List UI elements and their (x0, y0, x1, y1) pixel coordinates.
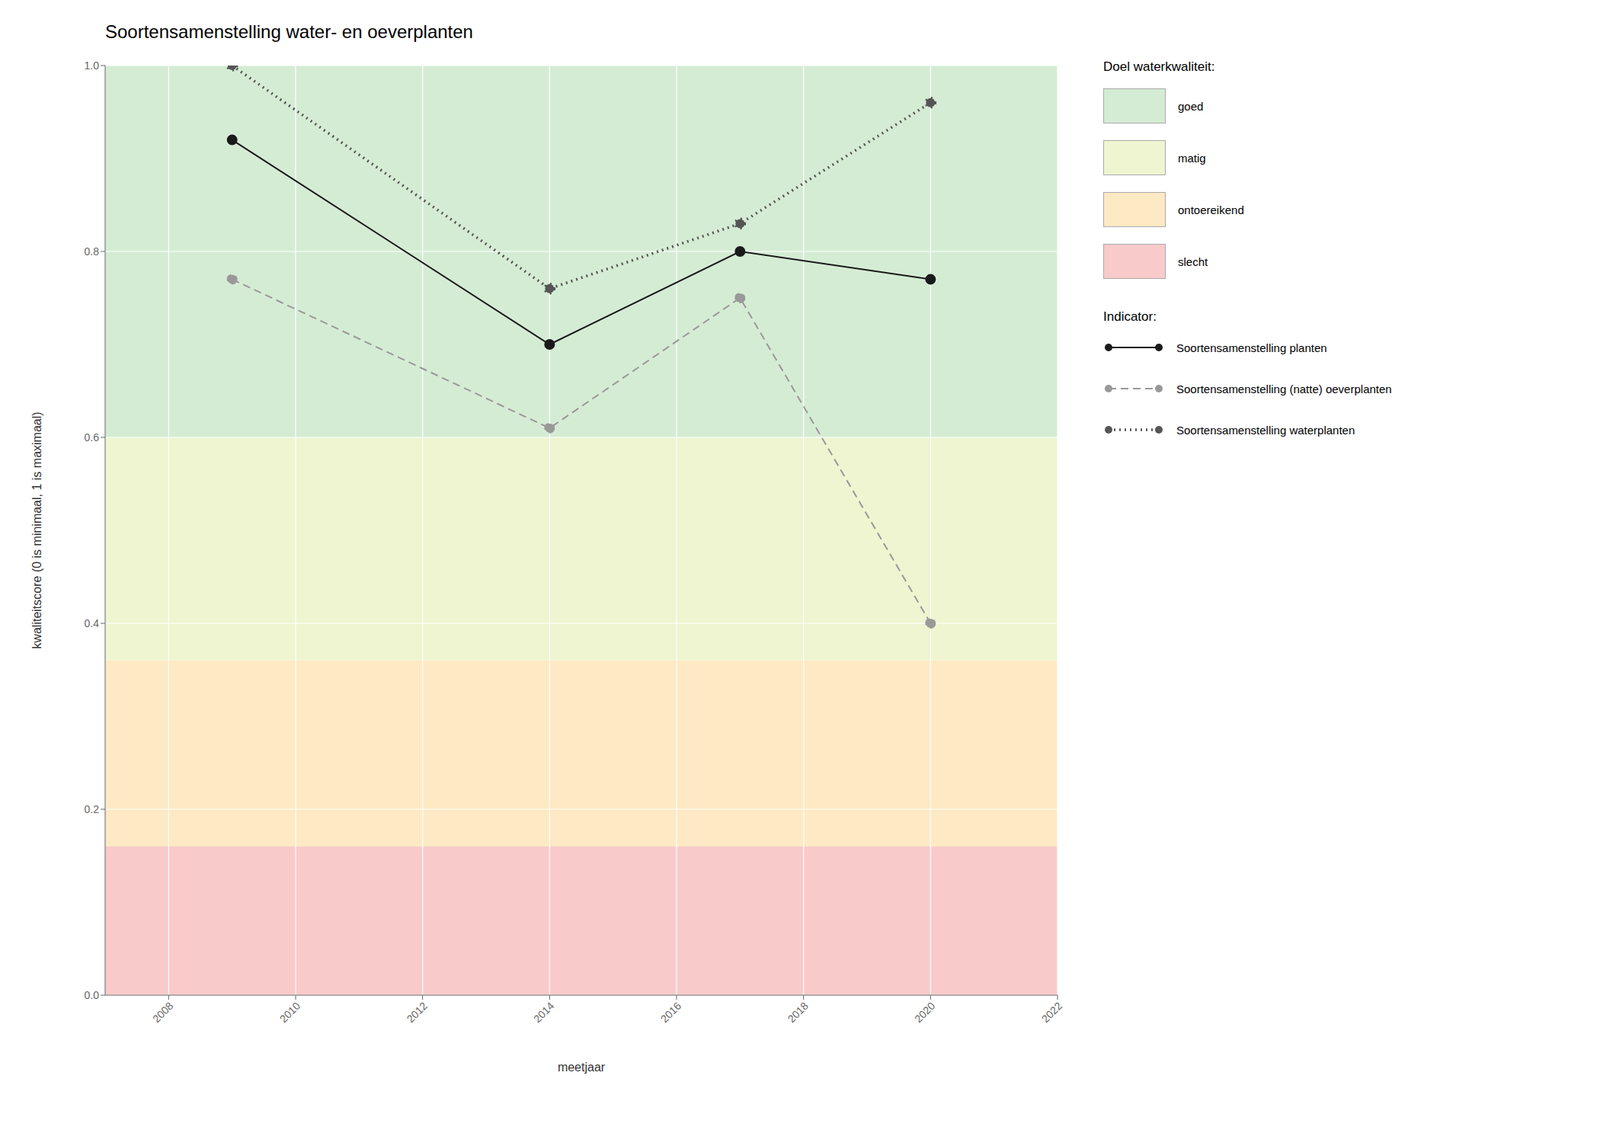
html-text:matig: matig (1177, 151, 1206, 165)
svg-text:0.6: 0.6 (84, 431, 100, 444)
html-text:goed: goed (1177, 99, 1204, 113)
svg-text:0.8: 0.8 (84, 245, 100, 258)
svg-text:2010: 2010 (277, 999, 303, 1025)
html-text:Soortensamenstelling planten: Soortensamenstelling planten (1176, 340, 1327, 354)
html-text:Indicator:: Indicator: (1103, 309, 1157, 324)
svg-text:meetjaar: meetjaar (557, 1060, 606, 1074)
html-text:Soortensamenstelling (natte) o: Soortensamenstelling (natte) oeverplante… (1176, 382, 1392, 396)
html-text:Doel waterkwaliteit:: Doel waterkwaliteit: (1103, 59, 1215, 74)
html-text:ontoereikend: ontoereikend (1177, 203, 1244, 216)
svg-text:0.0: 0.0 (84, 988, 100, 1002)
svg-text:2020: 2020 (912, 999, 938, 1025)
svg-text:2014: 2014 (531, 999, 557, 1025)
svg-text:kwaliteitscore (0 is minimaal,: kwaliteitscore (0 is minimaal, 1 is maxi… (30, 411, 44, 649)
html-text:slecht: slecht (1177, 254, 1208, 268)
svg-text:2016: 2016 (658, 999, 684, 1025)
svg-text:1.0: 1.0 (84, 59, 100, 72)
svg-text:2012: 2012 (403, 999, 429, 1025)
svg-text:0.4: 0.4 (84, 617, 100, 630)
svg-text:2022: 2022 (1039, 999, 1065, 1025)
html-text:Soortensamenstelling waterplan: Soortensamenstelling waterplanten (1176, 423, 1355, 437)
svg-text:2008: 2008 (150, 999, 176, 1025)
svg-text:2018: 2018 (784, 999, 810, 1025)
svg-text:0.2: 0.2 (84, 803, 100, 816)
html-text:Soortensamenstelling water- en: Soortensamenstelling water- en oeverplan… (105, 21, 474, 42)
